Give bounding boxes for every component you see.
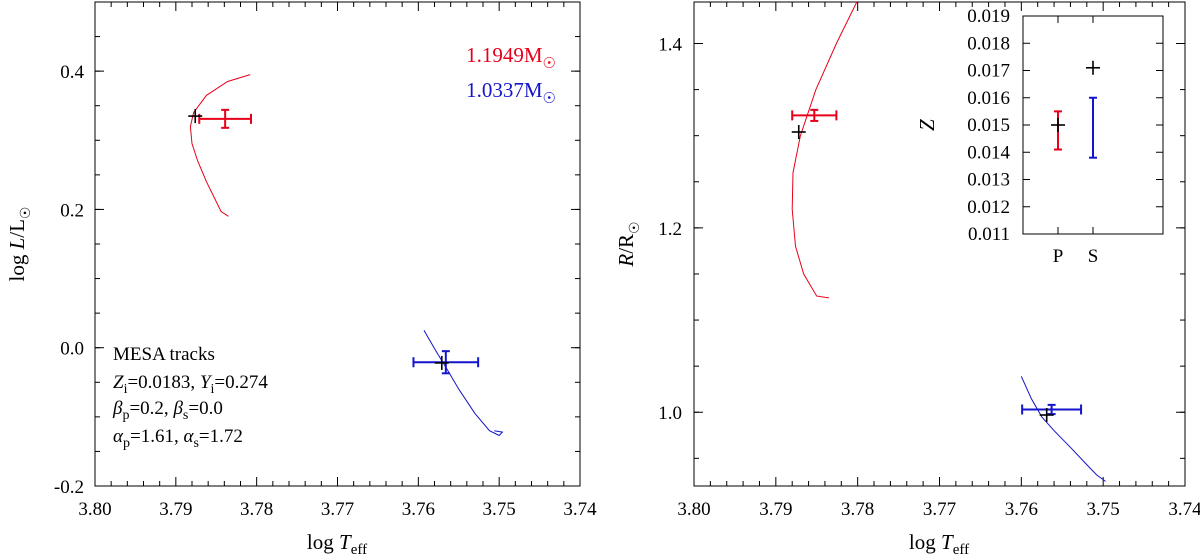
inset-model-P: [1051, 118, 1065, 132]
model-point-S: [1039, 408, 1054, 423]
left-x-tick-labels: 3.80 3.79 3.78 3.77 3.76 3.75 3.74: [78, 499, 597, 520]
inset-y-tick-label: 0.013: [967, 170, 1010, 191]
inset-y-tick-label: 0.016: [967, 88, 1010, 109]
inset-category-label: P: [1053, 246, 1064, 267]
inset-category-label: S: [1088, 246, 1099, 267]
left-panel: 3.80 3.79 3.78 3.77 3.76 3.75 3.74 -0.2 0.0 0.2 0…: [5, 1, 597, 555]
inset-y-tick-labels: 0.011 0.012 0.013 0.014 0.015 0.016 0.017 0.018…: [967, 6, 1010, 245]
inset-y-tick-label: 0.014: [967, 142, 1010, 163]
x-tick-label: 3.79: [759, 499, 792, 520]
right-x-axis-label: log Teff: [909, 530, 969, 555]
y-tick-label: 0.4: [60, 62, 84, 83]
inset-model-points: [1051, 60, 1100, 132]
x-tick-label: 3.80: [78, 499, 111, 520]
x-tick-label: 3.78: [240, 499, 273, 520]
right-y-axis-label: R/R☉: [614, 221, 643, 267]
right-y-tick-labels: 1.0 1.2 1.4: [658, 34, 682, 424]
observed-point-P: [198, 108, 253, 129]
x-tick-label: 3.75: [1087, 499, 1120, 520]
inset-tick-marks: [1023, 15, 1163, 235]
inset-y-tick-label: 0.012: [967, 197, 1010, 218]
right-model-points: [791, 124, 1054, 423]
right-observed-points: [791, 108, 1083, 416]
y-tick-label: -0.2: [54, 477, 84, 498]
model-point-P: [791, 124, 806, 139]
evolution-track-primary: [791, 1, 858, 299]
left-observed-points: [198, 108, 480, 375]
inset-y-tick-label: 0.017: [967, 61, 1010, 82]
inset-y-tick-label: 0.015: [967, 115, 1010, 136]
x-tick-label: 3.78: [841, 499, 874, 520]
model-point-P: [188, 109, 203, 124]
x-tick-label: 3.75: [483, 499, 516, 520]
inset-y-tick-label: 0.011: [968, 224, 1010, 245]
model-point-S: [434, 355, 449, 370]
metallicity-inset: 0.011 0.012 0.013 0.014 0.015 0.016 0.017 0.018…: [915, 6, 1164, 267]
x-tick-label: 3.77: [321, 499, 354, 520]
observed-point-S: [1021, 403, 1083, 416]
inset-y-tick-label: 0.019: [967, 6, 1010, 27]
x-tick-label: 3.74: [1168, 499, 1200, 520]
annotation-line-3: βp=0.2, βs=0.0: [112, 398, 223, 423]
annotation-line-4: αp=1.61, αs=1.72: [113, 426, 243, 451]
right-tick-marks: [693, 2, 1186, 486]
x-tick-label: 3.77: [923, 499, 956, 520]
x-tick-label: 3.76: [402, 499, 435, 520]
left-tick-marks: [94, 1, 581, 487]
left-model-points: [188, 109, 449, 370]
y-tick-label: 1.4: [658, 34, 682, 55]
inset-y-tick-label: 0.018: [967, 33, 1010, 54]
right-x-tick-labels: 3.80 3.79 3.78 3.77 3.76 3.75 3.74: [677, 499, 1200, 520]
left-y-axis-label: log L/L☉: [5, 206, 34, 281]
right-panel: 3.80 3.79 3.78 3.77 3.76 3.75 3.74 1.0 1.2 1.4 l…: [614, 1, 1200, 555]
evolution-track-secondary: [423, 330, 504, 437]
observed-point-P: [791, 108, 838, 122]
evolution-track-secondary: [1020, 376, 1106, 482]
y-tick-label: 0.2: [60, 200, 84, 221]
left-series: [189, 74, 504, 437]
left-y-tick-labels: -0.2 0.0 0.2 0.4: [54, 62, 85, 498]
left-x-axis-label: log Teff: [307, 530, 367, 555]
y-tick-label: 1.2: [658, 219, 682, 240]
evolution-track-primary: [189, 74, 251, 217]
inset-observed-S: [1089, 96, 1097, 159]
annotation-line-2: Zi=0.0183, Yi=0.274: [113, 372, 268, 397]
inset-y-axis-label: Z: [915, 119, 939, 131]
y-tick-label: 0.0: [60, 339, 84, 360]
mesa-annotation: MESA tracks Zi=0.0183, Yi=0.274 βp=0.2, …: [112, 344, 268, 451]
legend-entry-secondary: 1.0337M☉: [466, 78, 556, 107]
annotation-line-1: MESA tracks: [113, 344, 215, 365]
x-tick-label: 3.76: [1005, 499, 1038, 520]
inset-model-S: [1086, 60, 1100, 75]
x-tick-label: 3.80: [677, 499, 710, 520]
x-tick-label: 3.74: [563, 499, 597, 520]
x-tick-label: 3.79: [159, 499, 192, 520]
right-series: [791, 1, 1106, 482]
legend-entry-primary: 1.1949M☉: [466, 43, 556, 72]
y-tick-label: 1.0: [658, 403, 682, 424]
